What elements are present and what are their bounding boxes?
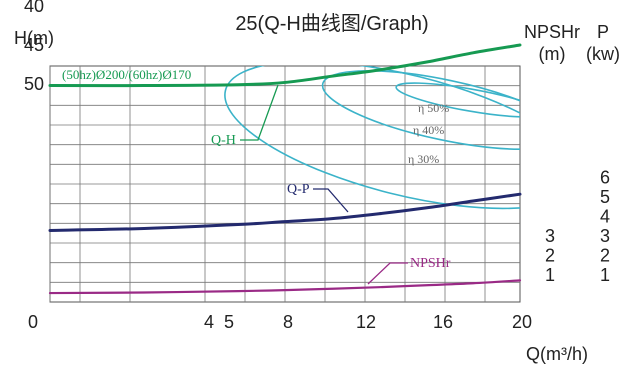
- efficiency-label: η 30%: [408, 152, 439, 166]
- npshr-tick-label: 2: [545, 246, 555, 266]
- series-label-q-h: Q-H: [211, 133, 236, 148]
- chart-title: 25(Q-H曲线图/Graph): [235, 12, 428, 35]
- power-tick-label: 2: [600, 246, 610, 266]
- x-tick-label: 12: [356, 312, 376, 332]
- h-tick-label: 50: [24, 74, 44, 94]
- efficiency-curve: [224, 66, 520, 210]
- x-tick-label: 5: [224, 312, 234, 332]
- grid: [49, 65, 521, 303]
- efficiency-curves: [224, 66, 520, 210]
- power-axis-unit: (kw): [586, 44, 620, 64]
- power-tick-label: 4: [600, 207, 610, 227]
- series-line-q-h: [48, 43, 522, 88]
- series-leader-line: [367, 262, 408, 285]
- series-label-npshr: NPSHr: [410, 256, 451, 271]
- series-curves: [48, 43, 522, 295]
- series-leader-line: [313, 188, 349, 213]
- power-tick-label: 5: [600, 187, 610, 207]
- h-tick-label: 40: [24, 0, 44, 16]
- efficiency-curve: [395, 82, 520, 118]
- x-tick-label: 4: [204, 312, 214, 332]
- efficiency-label: η 40%: [413, 123, 444, 137]
- series-leader-line: [240, 84, 279, 141]
- npshr-tick-label: 1: [545, 265, 555, 285]
- series-line-npshr: [48, 279, 522, 295]
- series-label-q-p: Q-P: [287, 182, 310, 197]
- y-axis-title: H(m): [14, 28, 54, 48]
- power-tick-label: 1: [600, 265, 610, 285]
- power-tick-label: 6: [600, 168, 610, 188]
- x-tick-label: 8: [283, 312, 293, 332]
- npshr-axis-unit: (m): [539, 44, 566, 64]
- x-tick-label: 0: [28, 312, 38, 332]
- efficiency-label: η 50%: [418, 101, 449, 115]
- x-tick-label: 16: [433, 312, 453, 332]
- npshr-tick-label: 3: [545, 226, 555, 246]
- labels: 25(Q-H曲线图/Graph) H(m) (50hz)Ø200/(60hz)Ø…: [14, 0, 620, 364]
- x-axis-title: Q(m³/h): [526, 344, 588, 364]
- chart-subtitle: (50hz)Ø200/(60hz)Ø170: [62, 67, 191, 82]
- h-tick-label: 45: [24, 35, 44, 55]
- x-tick-label: 20: [512, 312, 532, 332]
- series-line-q-p: [48, 192, 522, 232]
- power-tick-label: 3: [600, 226, 610, 246]
- efficiency-curve: [321, 70, 520, 150]
- power-axis-title: P: [597, 22, 609, 42]
- npshr-axis-title: NPSHr: [524, 22, 580, 42]
